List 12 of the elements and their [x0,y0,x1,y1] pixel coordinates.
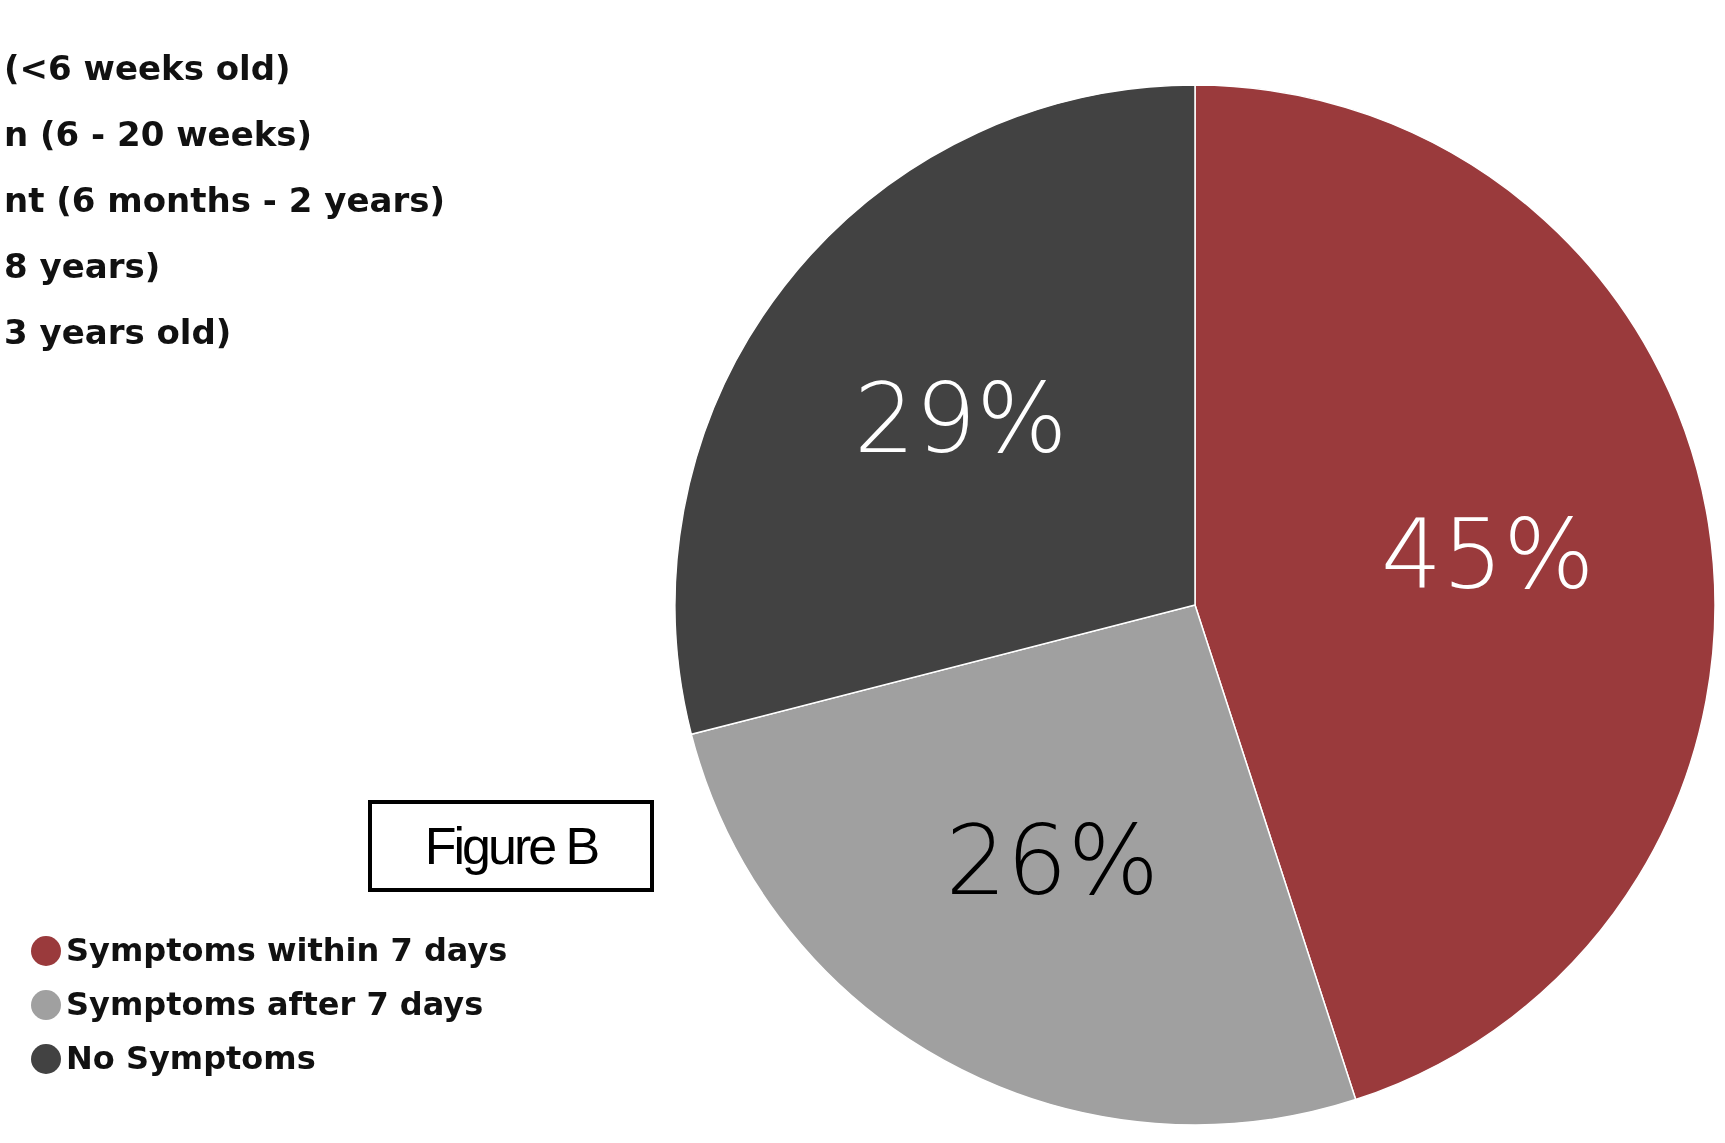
legend-label: Symptoms within 7 days [66,931,508,969]
legend-label: No Symptoms [66,1039,316,1077]
text: (<6 weeks old) [4,48,291,88]
text: 3 years old) [4,312,232,352]
data-label: 26% [945,804,1159,917]
text: nt (6 months - 2 years) [4,180,446,220]
text: n (6 - 20 weeks) [4,114,313,154]
data-label: 29% [854,363,1068,476]
text: 8 years) [4,246,161,286]
data-label: 45% [1381,498,1595,611]
legend-label: Symptoms after 7 days [66,985,484,1023]
text: Figure B [368,800,654,892]
